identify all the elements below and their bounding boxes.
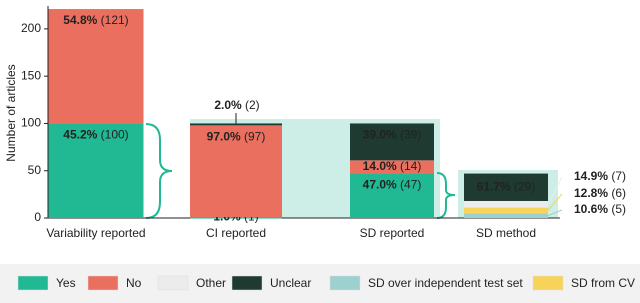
data-label: 12.8% (6) <box>574 186 626 200</box>
label-leader <box>547 209 563 217</box>
legend-label: Yes <box>56 276 76 290</box>
data-label: 45.2% (100) <box>63 128 128 142</box>
x-tick-label: SD reported <box>360 226 425 240</box>
data-label: 39.0% (39) <box>363 128 422 142</box>
legend-label: Unclear <box>270 276 311 290</box>
x-tick-label: Variability reported <box>46 226 145 240</box>
legend-swatch <box>231 275 263 291</box>
legend-swatch <box>157 275 189 291</box>
data-label: 54.8% (121) <box>63 13 128 27</box>
data-label: 61.7% (29) <box>477 179 536 193</box>
legend-label: Other <box>196 276 226 290</box>
y-tick-label: 50 <box>28 163 42 177</box>
x-tick-label: SD method <box>476 226 536 240</box>
data-label: 14.0% (14) <box>363 159 422 173</box>
bar-segment <box>464 173 548 201</box>
y-tick-label: 150 <box>21 68 41 82</box>
legend-swatch <box>329 275 361 291</box>
bar-segment <box>464 213 548 218</box>
brace <box>436 172 456 219</box>
x-tick-label: CI reported <box>206 226 266 240</box>
data-label: 47.0% (47) <box>363 178 422 192</box>
legend-swatch <box>532 275 564 291</box>
bar-segment <box>464 207 548 214</box>
bar-segment <box>350 173 434 218</box>
legend-swatch <box>87 275 119 291</box>
label-leader <box>547 176 563 205</box>
legend-swatch <box>17 275 49 291</box>
legend-label: No <box>126 276 142 290</box>
legend-label: SD over independent test set <box>368 276 523 290</box>
bar-segment <box>350 160 434 174</box>
y-axis-label: Number of articles <box>4 64 18 161</box>
data-label: 10.6% (5) <box>574 202 626 216</box>
y-tick-label: 100 <box>21 116 41 130</box>
bar-segment <box>48 9 144 124</box>
y-tick-label: 200 <box>21 21 41 35</box>
bar-segment <box>190 125 282 218</box>
bar-segment <box>350 123 434 161</box>
bar-segment <box>48 123 144 218</box>
bar-segment <box>464 200 548 208</box>
data-label: 97.0% (97) <box>207 130 266 144</box>
label-leader <box>547 193 563 211</box>
data-label: 14.9% (7) <box>574 169 626 183</box>
legend-label: SD from CV <box>571 276 635 290</box>
brace <box>145 123 173 219</box>
data-label: 2.0% (2) <box>214 98 259 112</box>
bar-segment <box>190 123 282 126</box>
bar-segment <box>190 217 282 219</box>
y-tick-label: 0 <box>34 210 41 224</box>
